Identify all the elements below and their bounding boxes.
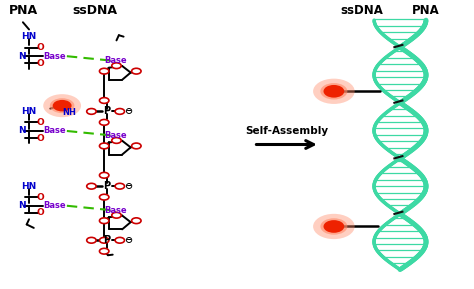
Text: Base: Base [104,205,127,214]
Circle shape [100,143,109,149]
Circle shape [100,194,109,200]
Text: P: P [103,235,110,245]
Circle shape [87,237,96,243]
Circle shape [100,237,109,243]
Text: O: O [37,193,45,202]
Text: ssDNA: ssDNA [73,4,118,17]
Circle shape [100,119,109,125]
Circle shape [320,218,347,235]
Text: ⊖: ⊖ [124,235,132,245]
Circle shape [112,63,121,68]
Text: Base: Base [104,56,127,65]
Circle shape [323,85,344,98]
Text: O: O [37,208,45,217]
Circle shape [115,109,125,114]
Circle shape [112,212,121,218]
Circle shape [132,143,141,149]
Text: N: N [18,127,25,136]
Text: Base: Base [43,52,65,61]
Text: Base: Base [43,201,65,210]
Circle shape [100,248,109,254]
Text: P: P [103,106,110,116]
Text: Base: Base [43,127,65,136]
Circle shape [132,68,141,74]
Circle shape [43,94,81,117]
Text: PNA: PNA [412,4,440,17]
Circle shape [323,220,344,233]
Text: HN: HN [21,32,36,41]
Text: O: O [37,43,45,52]
Circle shape [112,138,121,143]
Text: Base: Base [104,131,127,140]
Text: PNA: PNA [9,4,38,17]
Circle shape [100,173,109,178]
Circle shape [320,83,347,99]
Text: N: N [18,201,25,210]
Text: O: O [37,134,45,143]
Text: ⊖: ⊖ [124,106,132,116]
Text: NH: NH [62,108,76,117]
Circle shape [100,98,109,103]
Text: ⊖: ⊖ [124,181,132,191]
Text: HN: HN [21,182,36,191]
Circle shape [132,218,141,224]
Circle shape [115,183,125,189]
Circle shape [313,79,355,104]
Text: O: O [37,118,45,127]
Circle shape [87,109,96,114]
Text: P: P [103,181,110,191]
Circle shape [100,68,109,74]
Text: HN: HN [21,107,36,116]
Text: N: N [18,52,25,61]
Circle shape [100,218,109,224]
Circle shape [87,183,96,189]
Text: Self-Assembly: Self-Assembly [245,126,328,136]
Circle shape [50,98,74,113]
Circle shape [115,237,125,243]
Text: O: O [37,59,45,68]
Circle shape [313,214,355,239]
Circle shape [53,100,72,112]
Text: ssDNA: ssDNA [341,4,383,17]
